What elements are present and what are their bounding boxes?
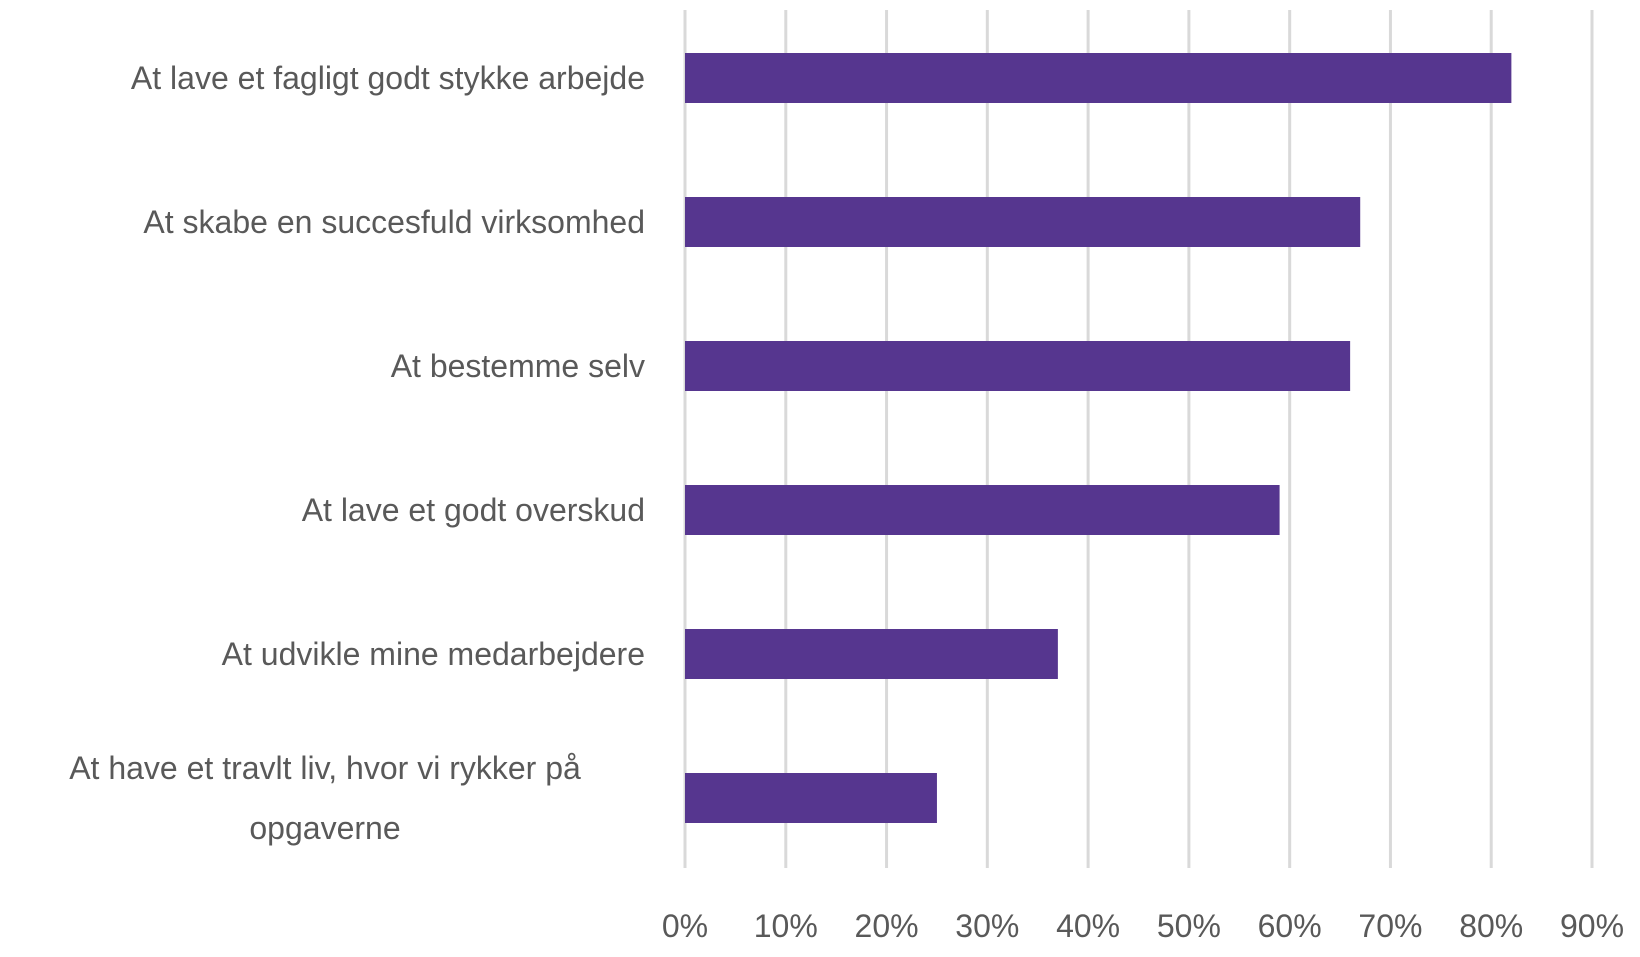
x-tick-label: 40% (1056, 908, 1121, 944)
x-tick-label: 60% (1257, 908, 1322, 944)
x-tick-label: 10% (753, 908, 818, 944)
x-tick-label: 0% (661, 908, 709, 944)
y-tick-label: At lave et godt overskud (301, 492, 645, 528)
bar (685, 773, 937, 823)
y-tick-label: At skabe en succesfuld virksomhed (143, 204, 645, 240)
y-tick-label: At udvikle mine medarbejdere (221, 636, 645, 672)
y-tick-label: At bestemme selv (390, 348, 645, 384)
y-tick-label: At lave et fagligt godt stykke arbejde (130, 60, 645, 96)
x-tick-label: 70% (1358, 908, 1423, 944)
bar (685, 341, 1351, 391)
x-tick-label: 90% (1559, 908, 1625, 944)
x-tick-label: 20% (854, 908, 919, 944)
y-tick-label: At have et travlt liv, hvor vi rykker på… (69, 750, 581, 846)
x-tick-label: 30% (955, 908, 1020, 944)
x-tick-label: 80% (1459, 908, 1524, 944)
x-tick-label: 50% (1156, 908, 1221, 944)
bar (685, 197, 1361, 247)
bar (685, 629, 1058, 679)
bar (685, 53, 1512, 103)
bar (685, 485, 1280, 535)
